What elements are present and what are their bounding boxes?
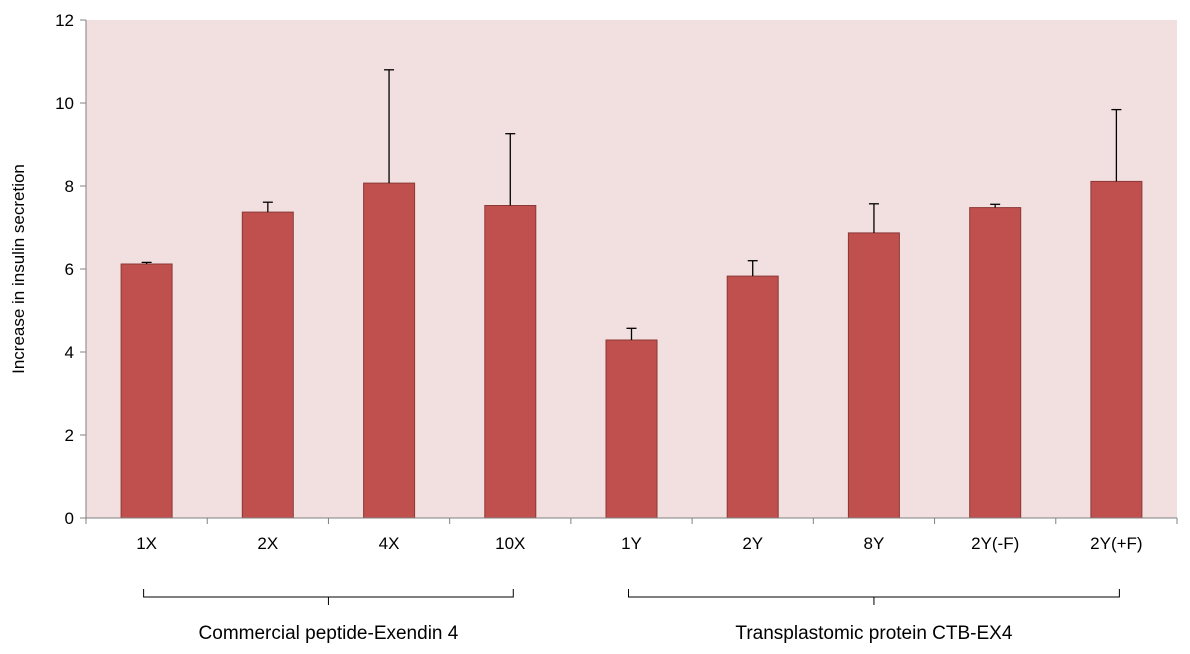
- bar: [120, 263, 173, 519]
- group-label: Commercial peptide-Exendin 4: [199, 623, 459, 644]
- y-tick-label: 8: [65, 177, 74, 196]
- group-bracket: [143, 589, 514, 605]
- y-tick-label: 12: [55, 11, 74, 30]
- y-tick-label: 6: [65, 260, 74, 279]
- bar: [969, 207, 1022, 519]
- axes-layer: [80, 19, 1178, 524]
- x-category-label: 2Y(-F): [971, 534, 1019, 553]
- bars-layer: [120, 180, 1143, 519]
- x-category-label: 2X: [257, 534, 278, 553]
- bar: [241, 211, 294, 519]
- labels-layer: 0 2 4 6 8 10 12 1X 2X 4X 10X 1Y 2Y 8Y 2Y(-F) 2Y(+F): [55, 11, 1143, 553]
- bar: [847, 232, 900, 519]
- bar: [726, 275, 779, 519]
- x-category-label: 1X: [136, 534, 157, 553]
- x-category-label: 4X: [379, 534, 400, 553]
- x-category-label: 2Y: [742, 534, 763, 553]
- bar: [1090, 180, 1143, 519]
- x-category-label: 1Y: [621, 534, 642, 553]
- group-bracket: [628, 589, 1120, 605]
- group-label: Transplastomic protein CTB-EX4: [735, 623, 1012, 644]
- bar: [484, 205, 537, 519]
- x-category-label: 10X: [495, 534, 525, 553]
- x-category-label: 2Y(+F): [1090, 534, 1142, 553]
- y-tick-label: 10: [55, 94, 74, 113]
- group-brackets-layer: Commercial peptide-Exendin 4 Transplastom…: [143, 589, 1120, 644]
- y-axis-title: Increase in insulin secretion: [9, 164, 28, 374]
- x-category-label: 8Y: [864, 534, 885, 553]
- bar: [363, 182, 416, 519]
- y-tick-label: 4: [65, 343, 74, 362]
- y-tick-label: 0: [65, 509, 74, 528]
- y-tick-label: 2: [65, 426, 74, 445]
- bar: [605, 339, 658, 519]
- error-bars-layer: [141, 69, 1122, 340]
